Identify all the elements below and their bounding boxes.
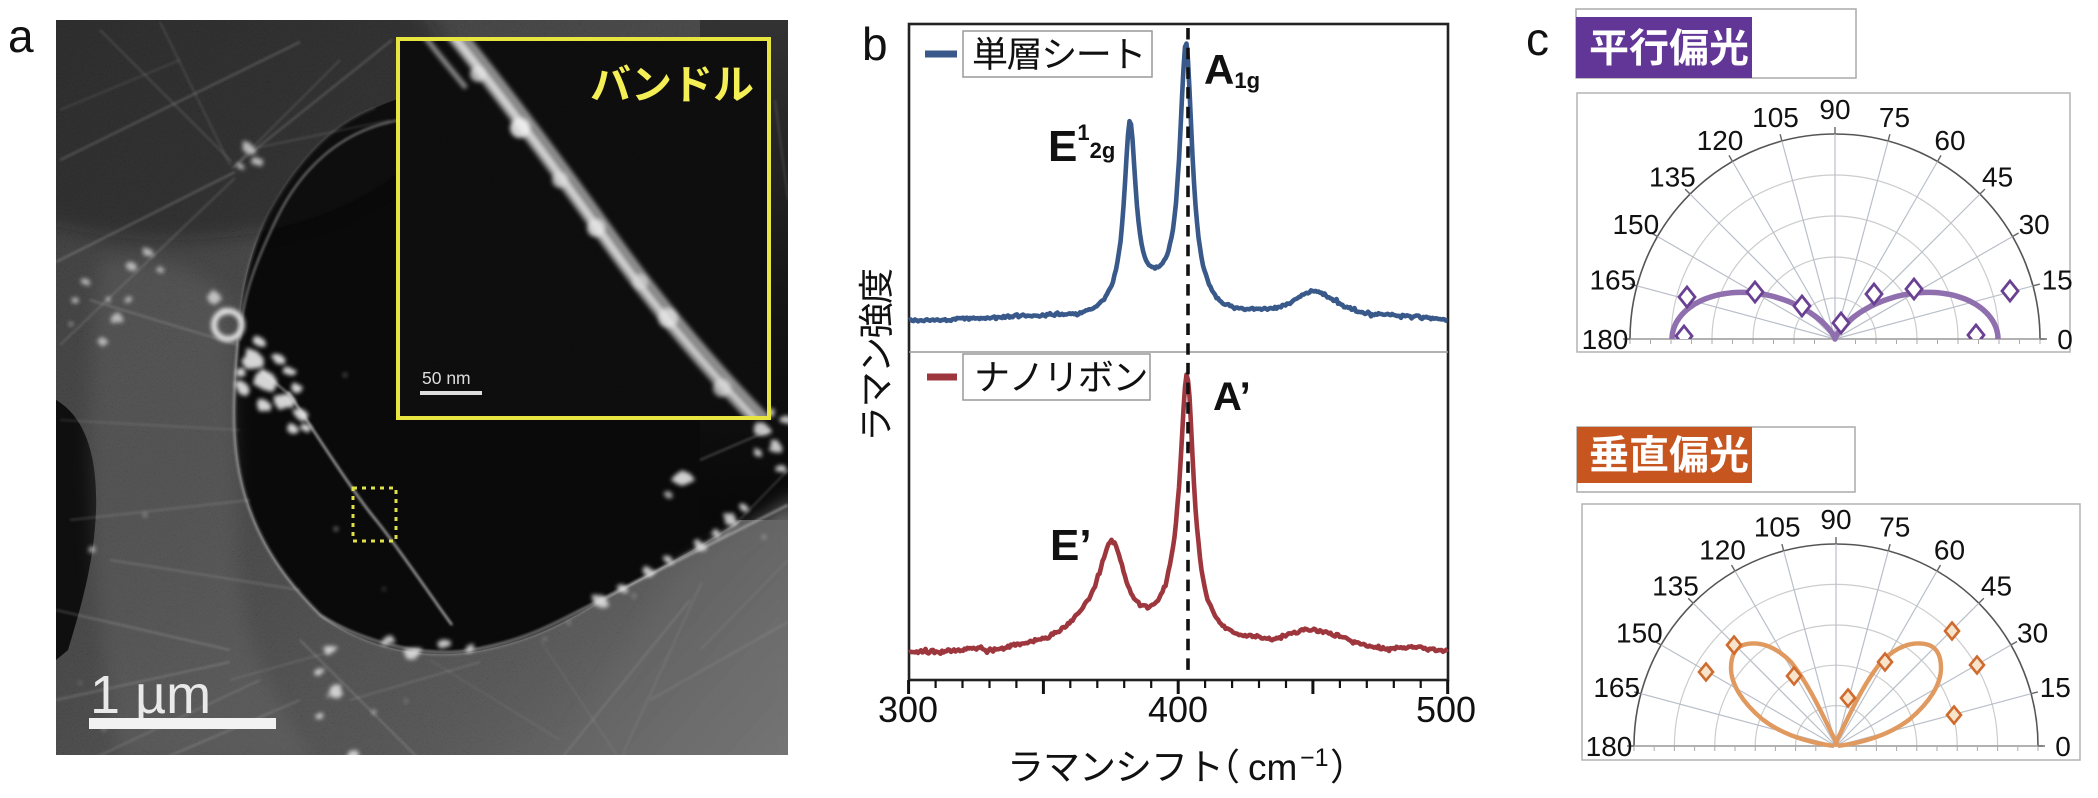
svg-text:400: 400 [1148, 689, 1208, 730]
svg-text:c: c [1526, 13, 1549, 65]
svg-text:120: 120 [1697, 125, 1744, 156]
svg-text:120: 120 [1699, 534, 1746, 565]
svg-text:90: 90 [1820, 504, 1851, 535]
svg-text:135: 135 [1649, 161, 1696, 192]
svg-text:60: 60 [1934, 534, 1965, 565]
svg-text:15: 15 [2040, 672, 2071, 703]
svg-text:45: 45 [1982, 161, 2013, 192]
svg-text:45: 45 [1981, 571, 2012, 602]
svg-text:−1: −1 [1300, 744, 1329, 772]
svg-text:90: 90 [1819, 94, 1850, 125]
svg-text:0: 0 [2057, 324, 2073, 355]
svg-text:300: 300 [878, 689, 938, 730]
svg-text:E’: E’ [1050, 521, 1092, 570]
svg-text:500: 500 [1416, 689, 1476, 730]
svg-text:135: 135 [1652, 571, 1699, 602]
svg-text:1 µm: 1 µm [90, 665, 211, 725]
svg-text:30: 30 [2017, 618, 2048, 649]
svg-text:30: 30 [2019, 209, 2050, 240]
svg-text:165: 165 [1589, 265, 1636, 296]
svg-text:0: 0 [2055, 731, 2071, 762]
svg-text:165: 165 [1593, 672, 1640, 703]
svg-text:cm: cm [1248, 747, 1297, 788]
svg-text:a: a [8, 10, 34, 62]
svg-text:180: 180 [1586, 731, 1633, 762]
svg-text:75: 75 [1879, 102, 1910, 133]
svg-text:50 nm: 50 nm [422, 368, 471, 388]
svg-text:105: 105 [1752, 102, 1799, 133]
svg-text:180: 180 [1582, 324, 1629, 355]
svg-text:60: 60 [1934, 125, 1965, 156]
svg-text:A’: A’ [1213, 375, 1251, 419]
svg-text:b: b [862, 18, 888, 70]
svg-text:75: 75 [1879, 512, 1910, 543]
svg-text:105: 105 [1754, 512, 1801, 543]
svg-text:15: 15 [2042, 265, 2073, 296]
svg-text:150: 150 [1616, 618, 1663, 649]
svg-text:150: 150 [1612, 209, 1659, 240]
